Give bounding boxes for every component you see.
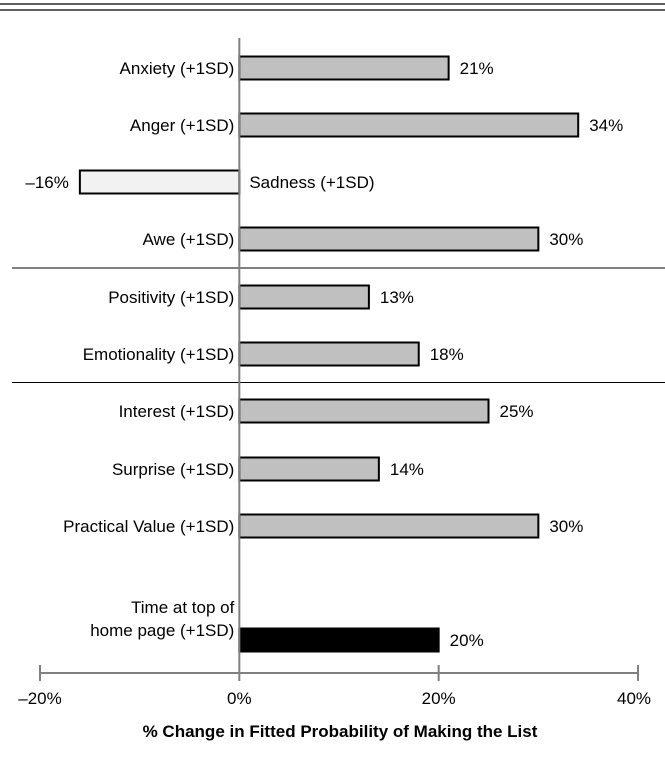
category-label: Surprise (+1SD) bbox=[112, 460, 234, 479]
value-label: 18% bbox=[430, 345, 464, 364]
group-separators bbox=[12, 267, 665, 383]
category-label: Positivity (+1SD) bbox=[108, 288, 234, 307]
x-tick-label: 40% bbox=[617, 689, 651, 708]
category-label: Time at top of home page (+1SD) bbox=[90, 598, 234, 640]
bar bbox=[78, 169, 241, 195]
value-label: 34% bbox=[589, 116, 623, 135]
value-label: 25% bbox=[500, 402, 534, 421]
category-label: Interest (+1SD) bbox=[119, 402, 235, 421]
x-axis-label: % Change in Fitted Probability of Making… bbox=[143, 722, 538, 741]
value-label: 30% bbox=[549, 230, 583, 249]
category-label: Emotionality (+1SD) bbox=[83, 345, 235, 364]
value-label: 13% bbox=[380, 288, 414, 307]
x-tick-label: 0% bbox=[227, 689, 252, 708]
bars: Anxiety (+1SD) 21% Anger (+1SD) 34% Sadness … bbox=[25, 55, 623, 653]
x-tick-label: –20% bbox=[18, 689, 61, 708]
bar bbox=[238, 55, 450, 81]
category-label: Awe (+1SD) bbox=[143, 230, 235, 249]
bar bbox=[238, 341, 420, 367]
value-label: 20% bbox=[450, 631, 484, 650]
bar bbox=[238, 456, 380, 482]
value-label: –16% bbox=[25, 173, 68, 192]
bar bbox=[238, 284, 370, 310]
value-label: 14% bbox=[390, 460, 424, 479]
bar bbox=[238, 112, 580, 138]
category-label: Anger (+1SD) bbox=[130, 116, 234, 135]
bar bbox=[238, 226, 540, 252]
value-label: 30% bbox=[549, 517, 583, 536]
category-label: Sadness (+1SD) bbox=[249, 173, 374, 192]
bar bbox=[238, 513, 540, 539]
x-axis: –20% 0% 20% 40% bbox=[18, 665, 651, 708]
bar bbox=[238, 398, 490, 424]
category-label: Practical Value (+1SD) bbox=[63, 517, 234, 536]
value-label: 21% bbox=[460, 59, 494, 78]
category-label: Anxiety (+1SD) bbox=[120, 59, 235, 78]
x-tick-label: 20% bbox=[422, 689, 456, 708]
bar bbox=[238, 627, 440, 653]
